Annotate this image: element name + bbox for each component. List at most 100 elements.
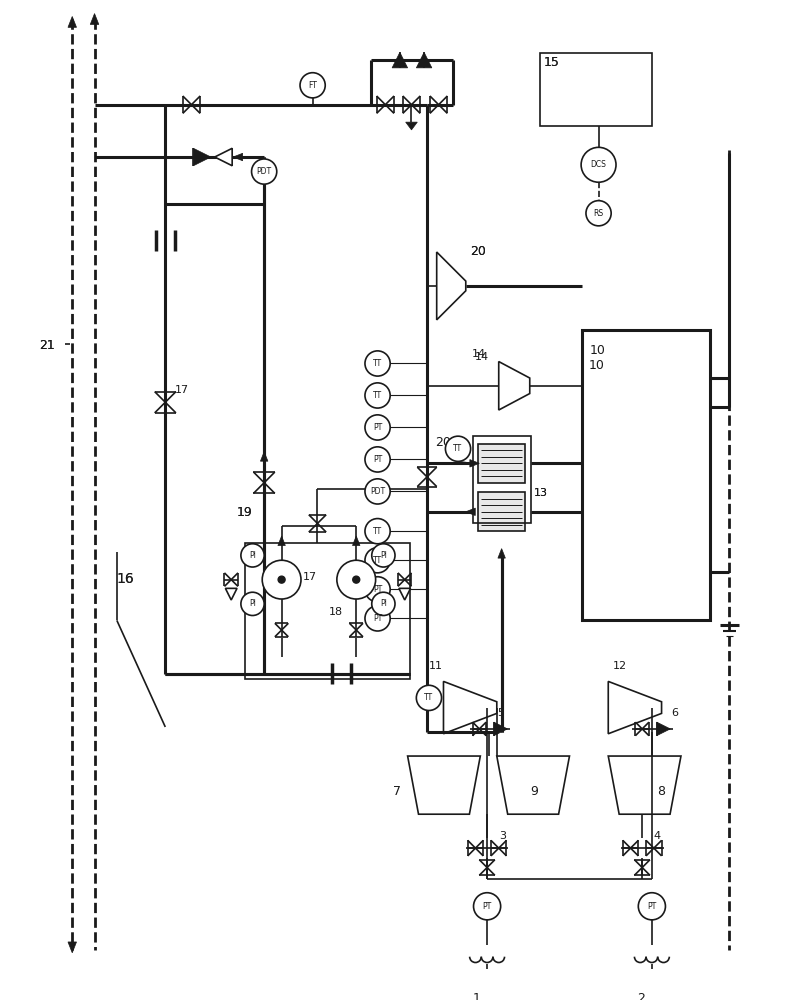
Text: 1: 1 (472, 992, 480, 1000)
Polygon shape (90, 14, 99, 24)
Circle shape (638, 893, 665, 920)
Text: TT: TT (373, 527, 382, 536)
Circle shape (241, 544, 264, 567)
Text: 5: 5 (497, 708, 504, 718)
Text: 16: 16 (117, 572, 134, 586)
Polygon shape (68, 942, 77, 953)
Text: 14: 14 (475, 352, 489, 362)
Polygon shape (494, 722, 508, 736)
Bar (244, 543, 410, 679)
Text: TT: TT (453, 444, 463, 453)
Circle shape (365, 479, 390, 504)
Text: PT: PT (647, 902, 657, 911)
Text: 10: 10 (589, 359, 605, 372)
Text: 8: 8 (657, 785, 664, 798)
Circle shape (365, 447, 390, 472)
Text: TT: TT (425, 693, 433, 702)
Circle shape (365, 351, 390, 376)
Text: PDT: PDT (370, 487, 385, 496)
Text: 14: 14 (471, 349, 486, 359)
Text: 20: 20 (470, 245, 486, 258)
Polygon shape (483, 978, 491, 989)
Text: 20: 20 (470, 245, 486, 258)
Text: 10: 10 (590, 344, 606, 357)
Text: PI: PI (249, 551, 256, 560)
Text: 17: 17 (303, 572, 317, 582)
Circle shape (241, 592, 264, 615)
Polygon shape (260, 452, 268, 461)
Text: 2: 2 (638, 992, 645, 1000)
Text: RS: RS (593, 209, 604, 218)
Polygon shape (470, 460, 479, 467)
Circle shape (372, 544, 395, 567)
Circle shape (372, 592, 395, 615)
Text: PI: PI (249, 599, 256, 608)
Text: PT: PT (483, 902, 492, 911)
Circle shape (365, 383, 390, 408)
Circle shape (365, 577, 390, 602)
Circle shape (337, 560, 376, 599)
Text: FT: FT (308, 81, 317, 90)
Text: TT: TT (373, 391, 382, 400)
Text: 18: 18 (329, 607, 343, 617)
Polygon shape (406, 122, 418, 130)
Text: PDT: PDT (256, 167, 272, 176)
Text: PT: PT (373, 423, 382, 432)
Polygon shape (399, 588, 411, 600)
Text: TT: TT (373, 359, 382, 368)
Text: 13: 13 (534, 488, 547, 498)
Circle shape (263, 560, 301, 599)
Circle shape (278, 576, 285, 583)
Circle shape (365, 415, 390, 440)
Circle shape (365, 606, 390, 631)
Polygon shape (466, 508, 475, 516)
Polygon shape (233, 153, 243, 161)
Text: 6: 6 (672, 708, 678, 718)
Text: PI: PI (380, 599, 387, 608)
Text: 7: 7 (393, 785, 401, 798)
Polygon shape (657, 722, 670, 736)
Polygon shape (214, 148, 233, 166)
Polygon shape (353, 536, 360, 546)
Text: 17: 17 (175, 385, 189, 395)
Circle shape (445, 436, 471, 461)
Circle shape (416, 685, 441, 710)
Bar (472, 436, 531, 523)
Text: PT: PT (373, 455, 382, 464)
Text: DCS: DCS (591, 160, 607, 169)
Polygon shape (278, 536, 286, 546)
Text: 20: 20 (435, 436, 451, 449)
Text: 15: 15 (543, 56, 559, 69)
Circle shape (474, 893, 501, 920)
Circle shape (365, 519, 390, 544)
Bar (582, 330, 710, 620)
Text: 16: 16 (117, 572, 134, 586)
Text: 9: 9 (531, 785, 539, 798)
Circle shape (365, 548, 390, 573)
Circle shape (252, 159, 277, 184)
Text: PI: PI (380, 551, 387, 560)
Text: 21: 21 (40, 339, 55, 352)
Circle shape (300, 73, 325, 98)
Polygon shape (194, 148, 211, 166)
Polygon shape (648, 978, 657, 989)
Polygon shape (68, 16, 77, 27)
Text: 19: 19 (237, 506, 253, 519)
Text: PT: PT (373, 585, 382, 594)
Text: PT: PT (373, 614, 382, 623)
Bar (540, 53, 652, 126)
Polygon shape (498, 549, 505, 558)
Circle shape (353, 576, 360, 583)
Text: 11: 11 (429, 661, 443, 671)
Text: 15: 15 (543, 56, 559, 69)
Text: 19: 19 (237, 506, 253, 519)
Text: 4: 4 (654, 831, 661, 841)
Text: 12: 12 (613, 661, 627, 671)
Polygon shape (225, 588, 237, 600)
Text: 3: 3 (499, 831, 505, 841)
Text: TT: TT (373, 556, 382, 565)
Text: 13: 13 (534, 488, 547, 498)
Bar (479, 492, 525, 531)
Circle shape (581, 147, 616, 182)
Polygon shape (392, 52, 407, 68)
